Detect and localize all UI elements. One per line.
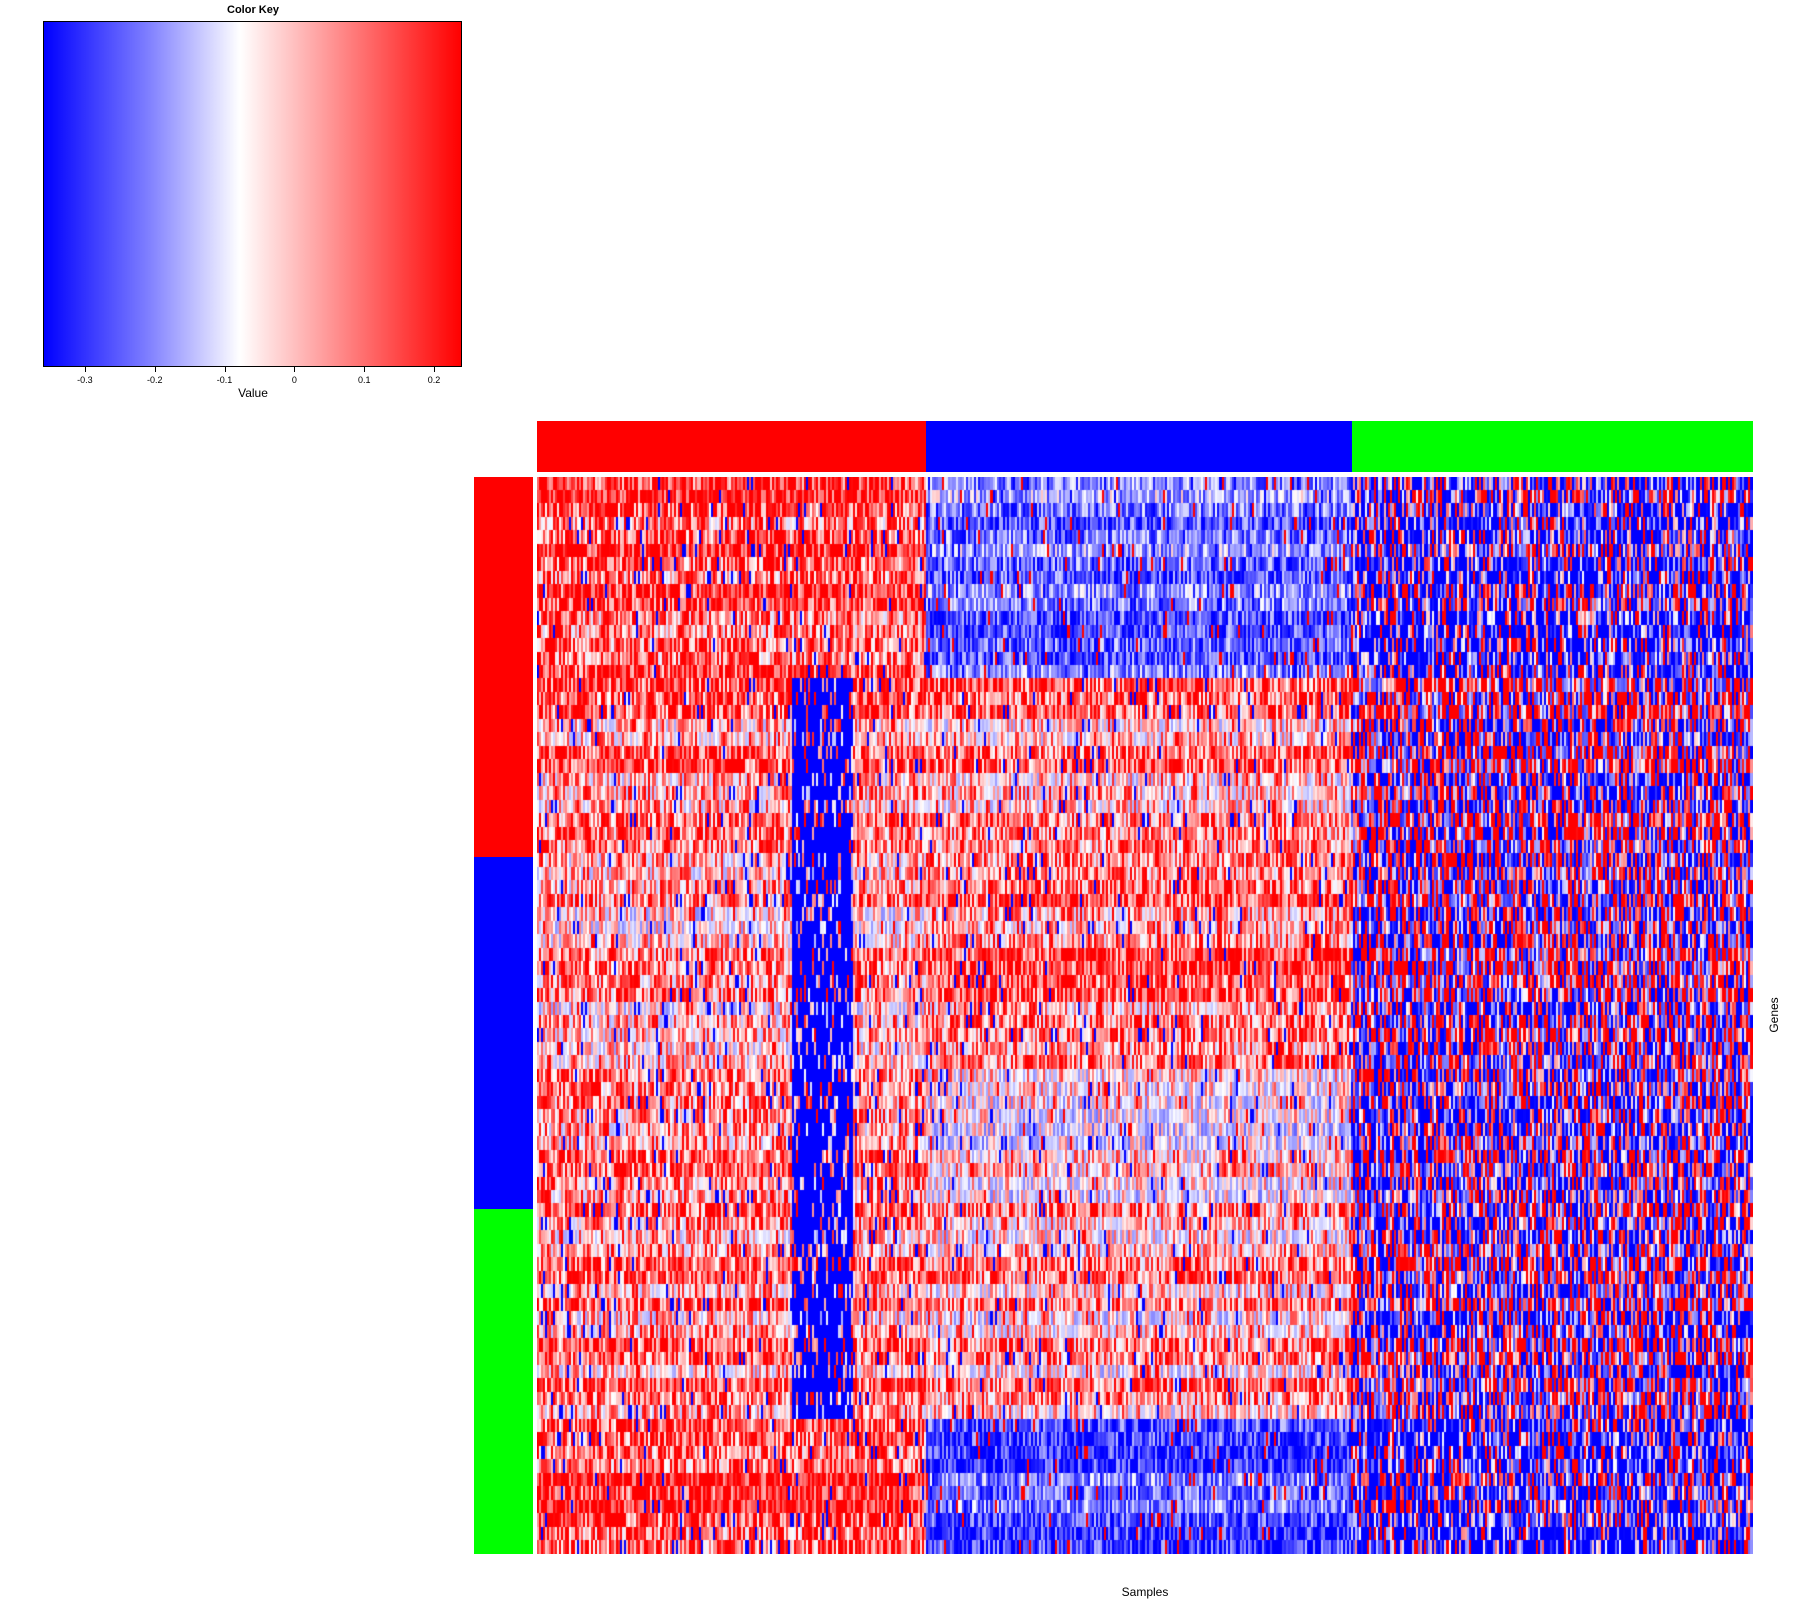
color-key-title: Color Key: [227, 4, 279, 16]
color-key-gradient: [43, 21, 462, 367]
column-group-2: [926, 421, 1352, 472]
color-key-xlabel: Value: [238, 386, 268, 400]
color-key-ticks: -0.3 -0.2 -0.1 0 0.1 0.2: [43, 367, 462, 387]
color-key-tick-label: -0.3: [77, 375, 93, 385]
heatmap-cells: [537, 477, 1753, 1554]
color-key-tick-label: 0.1: [357, 375, 371, 385]
row-side-colors: [474, 477, 533, 1554]
row-group-2: [474, 857, 533, 1210]
color-key-tick-label: -0.1: [216, 375, 233, 385]
color-key-tick-label: 0.2: [427, 375, 441, 385]
color-key-tick-label: -0.2: [146, 375, 163, 385]
y-axis-label: Genes: [1767, 997, 1781, 1033]
column-group-1: [537, 421, 927, 472]
x-axis-label: Samples: [1121, 1585, 1169, 1599]
column-side-colors: [537, 421, 1753, 472]
column-group-3: [1351, 421, 1753, 472]
row-group-1: [474, 477, 533, 858]
color-key-tick-label: 0: [291, 375, 297, 385]
row-group-3: [474, 1209, 533, 1554]
